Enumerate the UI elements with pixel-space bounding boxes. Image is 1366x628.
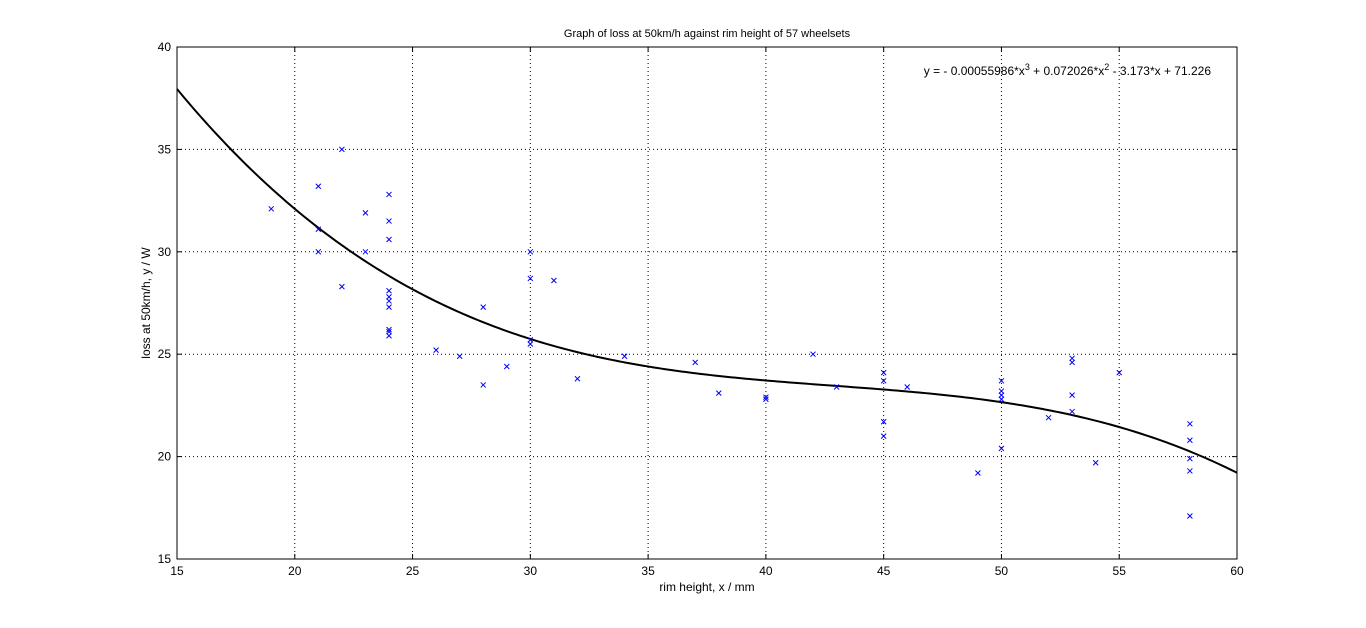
x-tick-label: 60: [1230, 564, 1244, 578]
data-point: [715, 390, 722, 396]
data-point: [1069, 355, 1075, 362]
data-point: [1069, 408, 1075, 415]
data-point: [692, 359, 699, 366]
data-point: [998, 388, 1005, 394]
data-point: [362, 248, 369, 255]
data-point: [527, 248, 534, 255]
data-point: [456, 353, 463, 360]
x-tick-label: 45: [877, 564, 891, 578]
data-point: [1069, 359, 1075, 366]
data-point: [574, 375, 581, 382]
data-point: [998, 377, 1005, 384]
data-point: [527, 337, 534, 343]
data-point: [1187, 420, 1193, 427]
data-point: [551, 277, 557, 284]
y-tick-label: 25: [158, 347, 172, 361]
data-point: [527, 341, 534, 347]
x-tick-label: 40: [759, 564, 773, 578]
y-tick-labels: 15 20 25 30 35 40: [158, 40, 172, 566]
x-tick-label: 55: [1113, 564, 1127, 578]
data-point: [339, 146, 345, 153]
data-point: [386, 326, 392, 333]
data-point: [1187, 468, 1193, 474]
data-point: [386, 294, 392, 300]
data-point: [1187, 437, 1193, 444]
data-point: [503, 363, 510, 370]
data-point: [1045, 414, 1052, 421]
x-tick-label: 30: [524, 564, 538, 578]
data-point: [998, 396, 1005, 403]
data-point: [975, 470, 981, 476]
data-point: [386, 287, 392, 294]
data-point: [386, 191, 392, 198]
data-point: [268, 205, 275, 212]
data-point: [362, 210, 369, 216]
x-tick-label: 15: [170, 564, 184, 578]
chart-title: Graph of loss at 50km/h against rim heig…: [564, 28, 851, 40]
data-point: [386, 304, 392, 310]
data-point: [621, 353, 628, 360]
y-tick-label: 40: [158, 40, 172, 54]
data-point: [480, 382, 487, 388]
data-point: [998, 445, 1005, 452]
data-point: [386, 218, 392, 224]
x-tick-label: 20: [288, 564, 302, 578]
data-point: [880, 369, 887, 376]
data-point: [433, 347, 439, 353]
data-points: [268, 146, 1193, 519]
data-point: [1187, 513, 1193, 519]
data-point: [998, 392, 1005, 399]
y-tick-label: 35: [158, 142, 172, 156]
data-point: [1187, 455, 1193, 462]
data-point: [315, 248, 322, 255]
plot-area-frame: [176, 46, 1238, 560]
data-point: [1116, 369, 1123, 376]
data-point: [1069, 392, 1075, 399]
fit-curve: [176, 88, 1238, 474]
fit-equation: y = - 0.00055986*x3 + 0.072026*x2 - 3.17…: [924, 62, 1212, 78]
y-axis-label: loss at 50km/h, y / W: [139, 247, 153, 359]
grid-lines: [177, 47, 1237, 559]
x-tick-label: 35: [641, 564, 655, 578]
data-point: [527, 275, 534, 282]
y-tick-label: 15: [158, 552, 172, 566]
data-point: [810, 351, 816, 358]
y-tick-label: 30: [158, 245, 172, 259]
data-point: [880, 433, 887, 439]
data-point: [1092, 459, 1099, 466]
data-point: [315, 226, 322, 233]
data-point: [386, 328, 392, 335]
data-point: [880, 418, 887, 425]
data-point: [386, 236, 392, 243]
data-point: [763, 394, 769, 401]
data-point: [833, 384, 840, 390]
y-tick-label: 20: [158, 450, 172, 464]
data-point: [480, 304, 487, 310]
data-point: [386, 332, 392, 339]
x-tick-labels: 15 20 25 30 35 40 45 50 55 60: [170, 564, 1244, 578]
axis-ticks: [176, 46, 1238, 560]
x-tick-label: 50: [995, 564, 1009, 578]
x-tick-label: 25: [406, 564, 420, 578]
data-point: [880, 377, 887, 384]
data-point: [339, 283, 345, 290]
x-axis-label: rim height, x / mm: [659, 580, 754, 594]
data-point: [315, 183, 322, 190]
data-point: [386, 298, 392, 304]
data-point: [763, 396, 769, 403]
data-point: [904, 384, 911, 390]
